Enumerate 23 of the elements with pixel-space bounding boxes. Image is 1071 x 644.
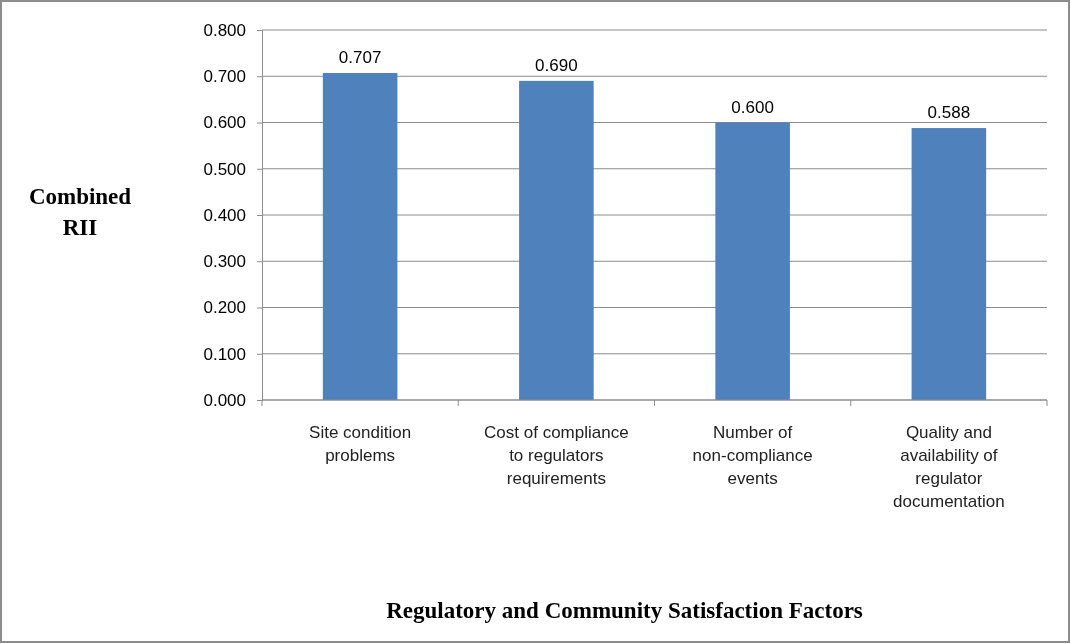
data-label: 0.690 (535, 55, 578, 75)
y-tick-label: 0.200 (203, 298, 246, 318)
bar (322, 73, 398, 400)
y-tick-label: 0.600 (203, 113, 246, 133)
y-tick-label: 0.700 (203, 67, 246, 87)
y-axis-title: Combined RII (28, 184, 132, 241)
x-tick-label: Cost of compliance to regulators requirements (484, 423, 629, 488)
y-tick-label: 0.800 (203, 20, 246, 40)
y-tick-label: 0.400 (203, 205, 246, 225)
bar (911, 128, 987, 400)
y-tick-label: 0.000 (203, 390, 246, 410)
bar (715, 122, 790, 400)
data-label: 0.600 (731, 97, 774, 117)
data-label: 0.588 (927, 103, 971, 123)
y-tick-label: 0.100 (203, 344, 246, 364)
bar (519, 80, 594, 400)
x-tick-label: Quality and availability of regulator documentation (893, 423, 1005, 511)
x-axis-title: Regulatory and Community Satisfaction Factors (386, 598, 863, 623)
y-tick-label: 0.300 (203, 252, 246, 272)
x-tick-label: Number of non-compliance events (692, 423, 813, 488)
x-tick-label: Site condition problems (309, 423, 412, 465)
y-tick-label: 0.500 (203, 159, 246, 179)
data-label: 0.707 (338, 48, 382, 68)
